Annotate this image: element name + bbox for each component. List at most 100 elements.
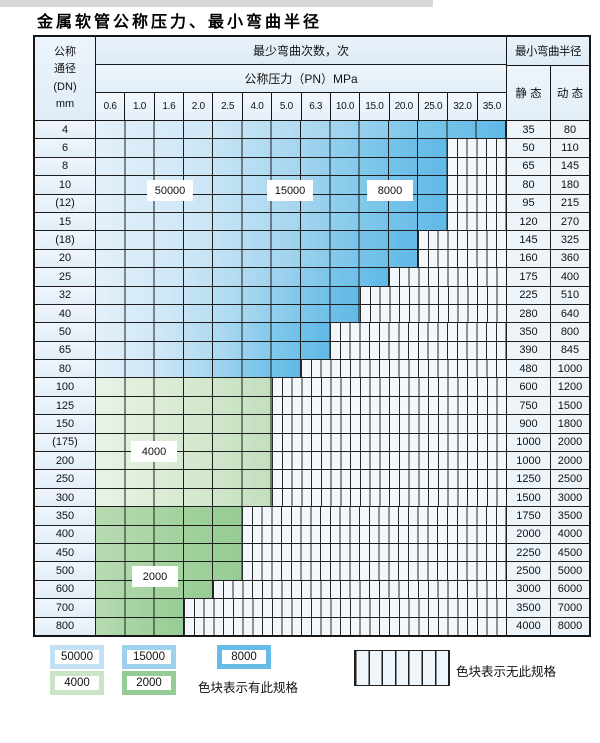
dn-cell: 8 xyxy=(35,157,96,176)
dn-cell: 40 xyxy=(35,304,96,323)
no-spec-hatch xyxy=(183,599,506,617)
pressure-value-cell: 35.0 xyxy=(482,100,502,112)
dynamic-radius-cell: 4000 xyxy=(551,525,589,543)
table-row: 40 280 640 xyxy=(35,304,589,324)
spec-grid-area xyxy=(96,396,507,415)
legend-has-spec-text: 色块表示有此规格 xyxy=(198,681,299,695)
static-radius-cell: 120 xyxy=(507,212,551,231)
pressure-value-cell: 6.3 xyxy=(302,92,331,120)
no-spec-hatch xyxy=(447,212,506,231)
pressure-value-cell: 20.0 xyxy=(390,92,419,120)
no-spec-hatch xyxy=(388,268,506,286)
dynamic-radius-cell: 270 xyxy=(551,212,589,231)
dynamic-radius-cell: 215 xyxy=(551,194,589,212)
no-spec-hatch xyxy=(447,139,506,157)
static-radius-cell: 2250 xyxy=(507,543,551,562)
table-row: 20 160 360 xyxy=(35,249,589,269)
dynamic-radius-cell: 1000 xyxy=(551,360,589,378)
dynamic-radius-cell: 1800 xyxy=(551,415,589,433)
spec-grid-area xyxy=(96,378,507,396)
dn-cell: 6 xyxy=(35,139,96,157)
no-spec-hatch xyxy=(447,157,506,176)
colored-span xyxy=(96,507,243,525)
static-radius-cell: 1750 xyxy=(507,507,551,525)
table-row: 200 1000 2000 xyxy=(35,452,589,471)
static-radius-cell: 900 xyxy=(507,415,551,433)
no-spec-hatch xyxy=(271,433,506,452)
pressure-value-cell: 32.0 xyxy=(448,92,478,120)
no-spec-hatch xyxy=(242,543,506,562)
no-spec-hatch xyxy=(271,488,506,507)
spec-grid-area xyxy=(96,249,507,268)
dn-cell: 150 xyxy=(35,415,96,433)
cycle-label-50000: 50000 xyxy=(147,180,193,201)
dn-header-line: (DN) xyxy=(53,80,77,93)
table-body: 4 35 80 6 50 110 8 65 145 10 80 180 (12) 95 215 15 120 27… xyxy=(35,121,589,635)
dynamic-radius-cell: 800 xyxy=(551,323,589,341)
dn-cell: 20 xyxy=(35,249,96,268)
dynamic-radius-cell: 6000 xyxy=(551,580,589,599)
pressure-value-cell: 2.5 xyxy=(213,92,243,120)
colored-span xyxy=(96,139,448,157)
pressure-value-cell: 2.0 xyxy=(184,92,214,120)
static-radius-cell: 4000 xyxy=(507,617,551,635)
no-spec-hatch xyxy=(271,415,506,433)
colored-span xyxy=(96,470,272,488)
static-radius-cell: 175 xyxy=(507,268,551,286)
colored-span xyxy=(96,433,272,452)
no-spec-hatch xyxy=(271,396,506,415)
legend-box-8000: 8000 xyxy=(217,645,271,669)
dn-cell: 80 xyxy=(35,360,96,378)
dynamic-radius-cell: 80 xyxy=(551,121,589,139)
table-row: (18) 145 325 xyxy=(35,231,589,250)
spec-grid-area xyxy=(96,433,507,452)
dn-cell: 100 xyxy=(35,378,96,396)
table-row: 800 4000 8000 xyxy=(35,617,589,635)
dynamic-radius-cell: 7000 xyxy=(551,599,589,617)
table-row: 100 600 1200 xyxy=(35,378,589,397)
table-row: 250 1250 2500 xyxy=(35,470,589,489)
cycle-label-4000: 4000 xyxy=(131,441,177,462)
spec-grid-area xyxy=(96,139,507,157)
dn-column-header: 公称 通径 (DN) mm xyxy=(35,37,96,120)
dynamic-radius-cell: 2000 xyxy=(551,452,589,470)
dynamic-radius-cell: 3000 xyxy=(551,488,589,507)
table-row: 700 3500 7000 xyxy=(35,599,589,618)
no-spec-hatch xyxy=(330,323,506,341)
cycle-label-15000: 15000 xyxy=(267,180,313,201)
cycle-label-8000: 8000 xyxy=(367,180,413,201)
dynamic-radius-cell: 2500 xyxy=(551,470,589,488)
dynamic-radius-cell: 325 xyxy=(551,231,589,249)
pressure-value-cell: 1.0 xyxy=(125,92,155,120)
table-row: 450 2250 4500 xyxy=(35,543,589,563)
no-spec-hatch xyxy=(242,507,506,525)
static-radius-cell: 35 xyxy=(507,121,551,139)
no-spec-hatch xyxy=(213,580,506,599)
legend-box-15000: 15000 xyxy=(122,645,176,669)
spec-grid-area xyxy=(96,157,507,176)
colored-span xyxy=(96,268,389,286)
static-radius-cell: 65 xyxy=(507,157,551,176)
dn-cell: 65 xyxy=(35,341,96,360)
dn-cell: 450 xyxy=(35,543,96,562)
table-row: 400 2000 4000 xyxy=(35,525,589,544)
dn-cell: 700 xyxy=(35,599,96,617)
legend-box-2000: 2000 xyxy=(122,671,176,695)
spec-grid-area xyxy=(96,121,507,139)
dynamic-radius-cell: 145 xyxy=(551,157,589,176)
scan-edge-strip xyxy=(0,0,433,7)
dn-cell: 250 xyxy=(35,470,96,488)
no-spec-hatch xyxy=(447,194,506,212)
table-row: 80 480 1000 xyxy=(35,360,589,379)
dn-cell: 32 xyxy=(35,286,96,304)
colored-span xyxy=(96,525,243,543)
static-radius-cell: 350 xyxy=(507,323,551,341)
colored-span xyxy=(96,212,448,231)
table-header: 公称 通径 (DN) mm 最少弯曲次数，次 公称压力（PN）MPa 0.6 1.0 1.… xyxy=(35,37,589,121)
dn-cell: (175) xyxy=(35,433,96,452)
dynamic-radius-cell: 8000 xyxy=(551,617,589,635)
spec-grid-area xyxy=(96,452,507,470)
static-radius-cell: 225 xyxy=(507,286,551,304)
table-row: 4 35 80 xyxy=(35,121,589,140)
dynamic-radius-cell: 1200 xyxy=(551,378,589,396)
